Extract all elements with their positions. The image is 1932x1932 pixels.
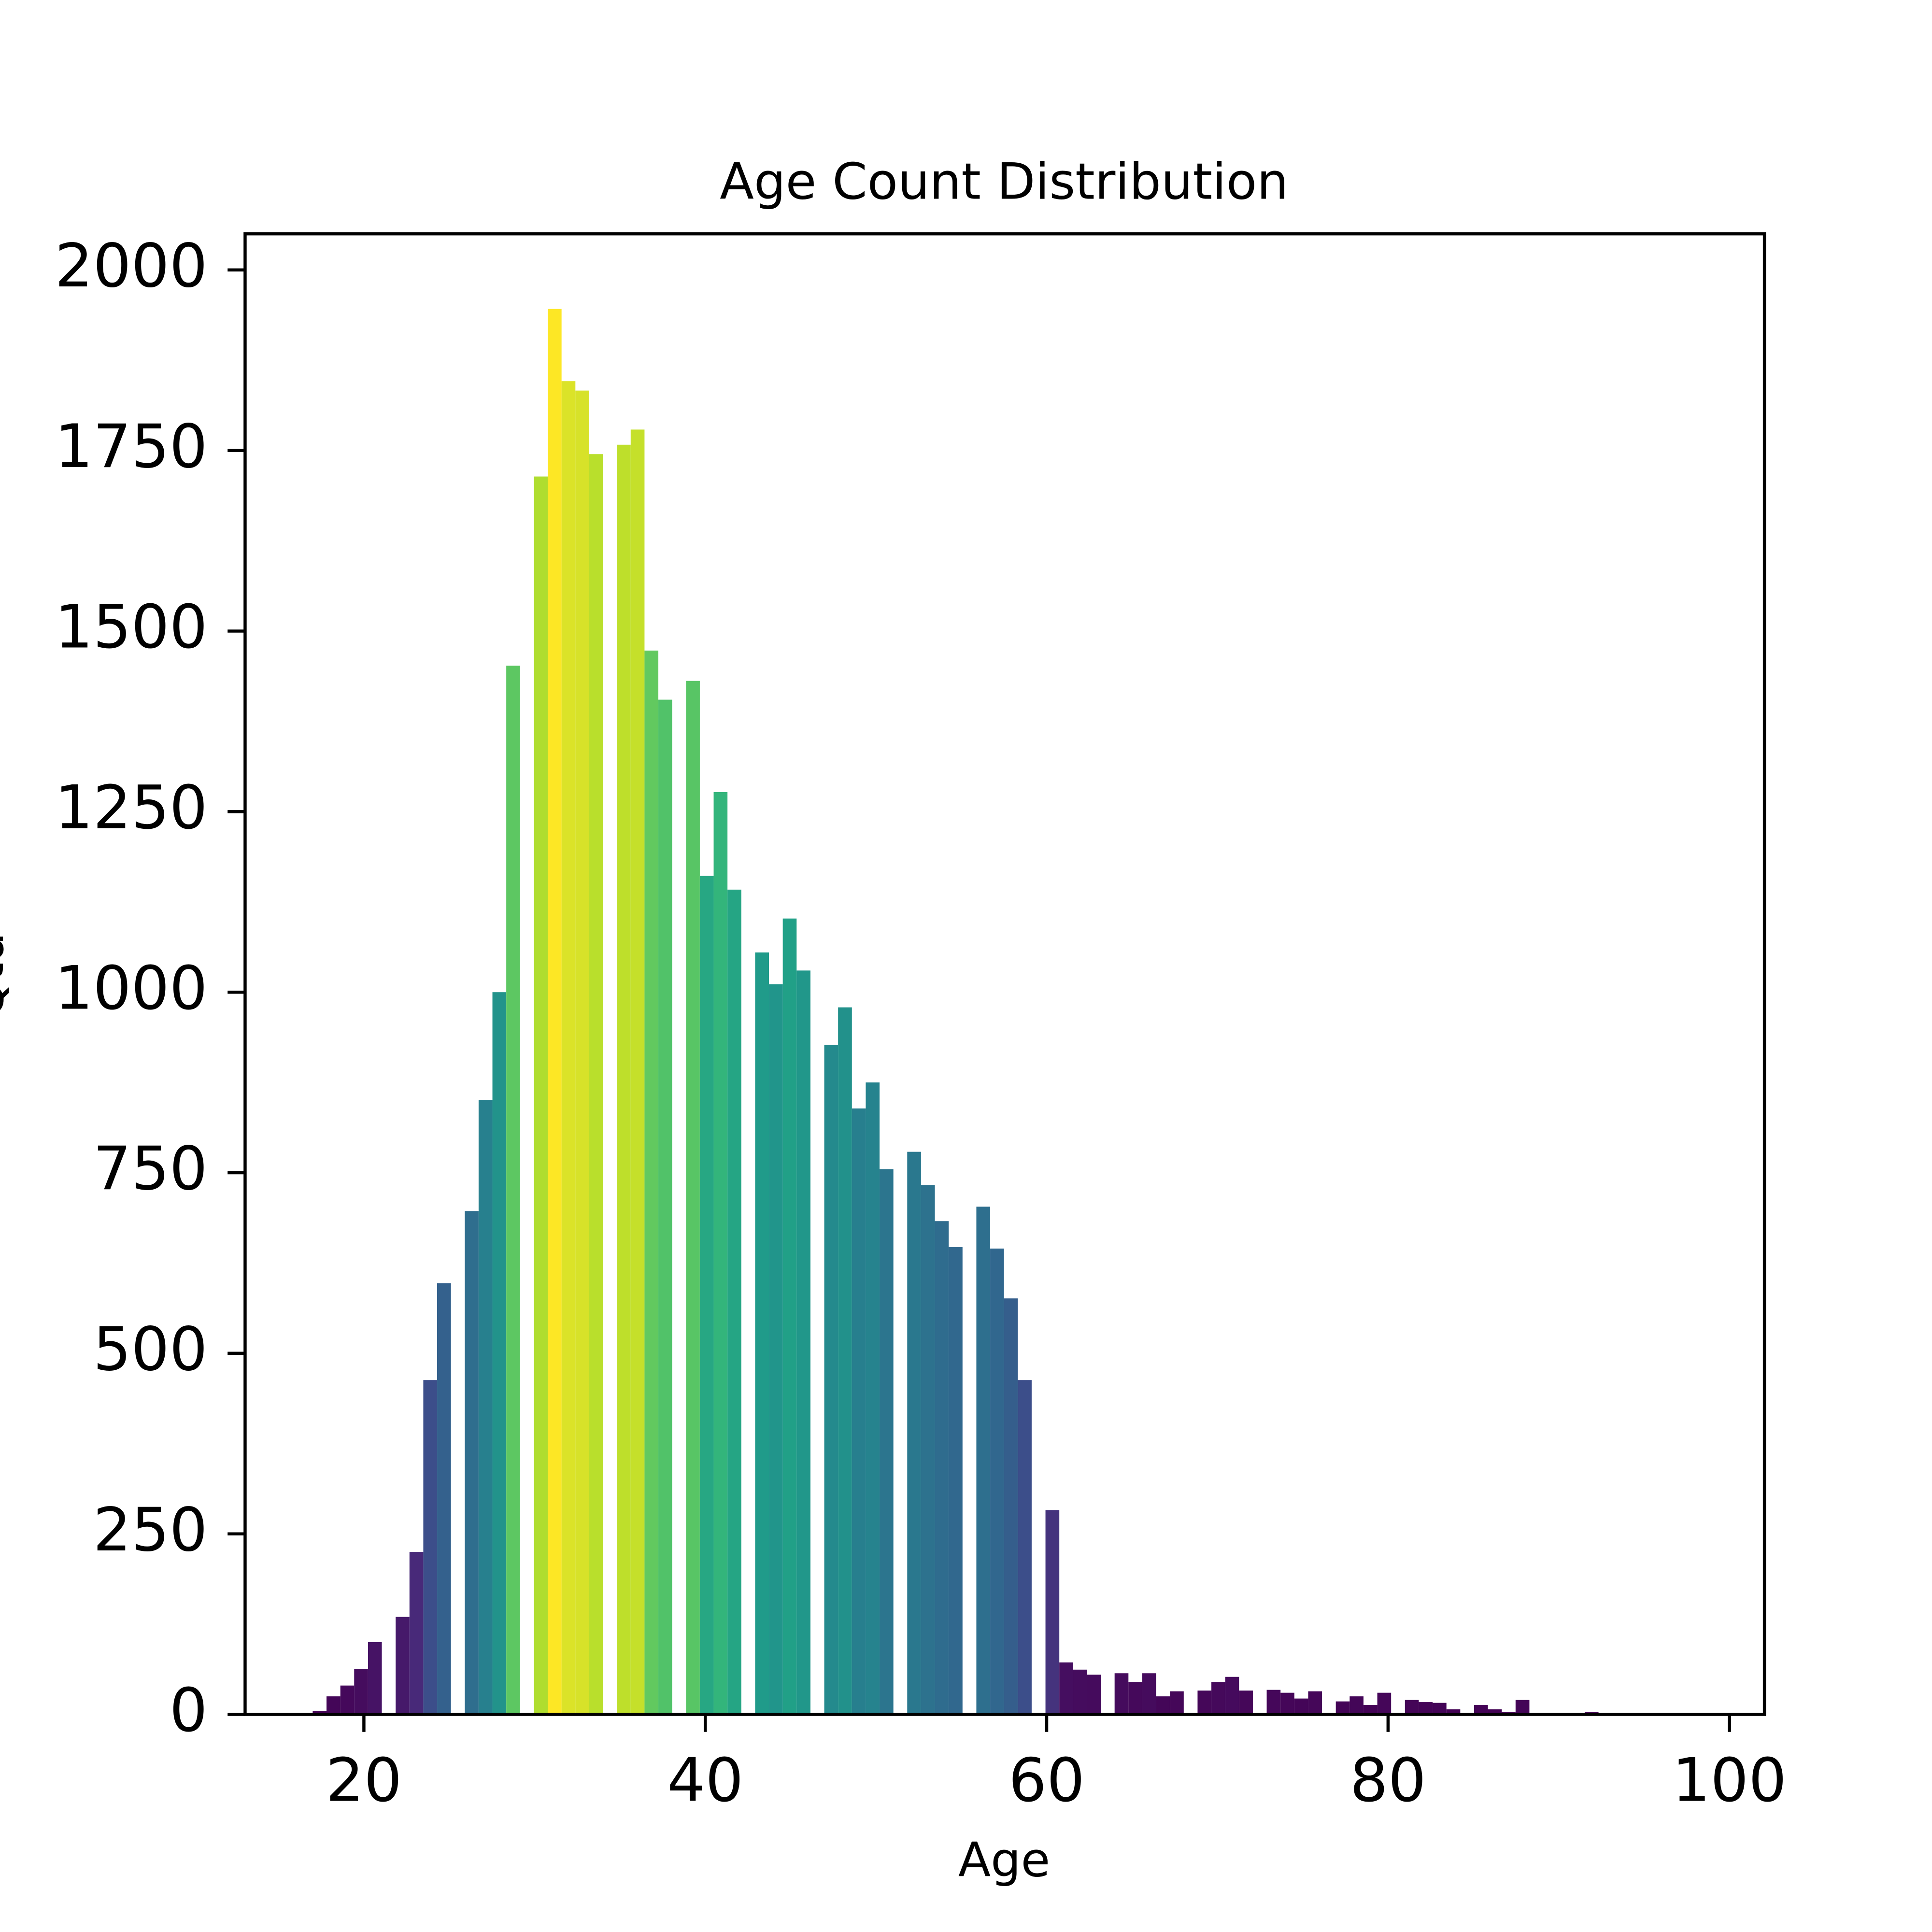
bar bbox=[769, 984, 783, 1715]
bar bbox=[1335, 1701, 1350, 1715]
bar bbox=[368, 1642, 382, 1715]
bar bbox=[327, 1696, 341, 1715]
bar bbox=[1363, 1705, 1378, 1715]
bar bbox=[1045, 1510, 1060, 1715]
bar bbox=[1294, 1698, 1308, 1715]
bar bbox=[1225, 1676, 1239, 1715]
bar bbox=[852, 1108, 866, 1715]
bar bbox=[1377, 1692, 1392, 1715]
bar bbox=[589, 454, 603, 1715]
bar bbox=[396, 1617, 410, 1715]
bar bbox=[548, 309, 562, 1715]
bar bbox=[1018, 1380, 1032, 1715]
bar bbox=[1280, 1692, 1294, 1715]
bar bbox=[492, 992, 507, 1715]
bar bbox=[506, 666, 520, 1715]
bar bbox=[990, 1249, 1004, 1715]
bar bbox=[561, 381, 576, 1715]
bar bbox=[1004, 1298, 1018, 1715]
y-axis-label: Qtd bbox=[0, 932, 14, 1018]
y-tick-label: 1250 bbox=[55, 773, 208, 843]
bar bbox=[1059, 1662, 1073, 1715]
bar bbox=[838, 1007, 852, 1715]
bar bbox=[630, 429, 645, 1715]
bar bbox=[1170, 1691, 1184, 1715]
bar bbox=[1239, 1690, 1253, 1715]
bar bbox=[824, 1045, 838, 1715]
bar bbox=[907, 1151, 921, 1715]
bar bbox=[1197, 1690, 1212, 1715]
bar bbox=[796, 970, 810, 1715]
bar bbox=[686, 681, 700, 1715]
bar bbox=[866, 1082, 880, 1715]
bar bbox=[313, 1711, 327, 1715]
bar bbox=[949, 1247, 963, 1715]
bar bbox=[1087, 1675, 1101, 1715]
y-tick-label: 1750 bbox=[55, 412, 208, 482]
bar bbox=[1211, 1682, 1225, 1715]
bar bbox=[354, 1669, 368, 1715]
bar bbox=[1073, 1669, 1087, 1715]
bar bbox=[644, 650, 659, 1715]
bar bbox=[699, 876, 714, 1715]
bar bbox=[658, 699, 672, 1715]
bar bbox=[1114, 1673, 1129, 1715]
x-tick-label: 40 bbox=[667, 1746, 743, 1816]
y-tick-label: 1000 bbox=[55, 953, 208, 1023]
bar bbox=[1446, 1709, 1461, 1715]
bar bbox=[1128, 1682, 1142, 1715]
bar bbox=[534, 476, 548, 1715]
chart-title: Age Count Distribution bbox=[720, 153, 1289, 211]
bar bbox=[713, 792, 728, 1715]
bar bbox=[880, 1169, 894, 1715]
bar bbox=[1405, 1700, 1419, 1715]
bar bbox=[782, 918, 797, 1715]
bar bbox=[976, 1207, 991, 1715]
y-tick-label: 250 bbox=[93, 1495, 208, 1565]
bar bbox=[1515, 1700, 1530, 1715]
bar bbox=[1488, 1709, 1502, 1715]
x-axis-label: Age bbox=[958, 1833, 1050, 1888]
bar bbox=[1142, 1673, 1156, 1715]
y-tick-label: 0 bbox=[170, 1676, 208, 1746]
bar bbox=[1419, 1702, 1433, 1715]
bar bbox=[1308, 1691, 1322, 1715]
bar bbox=[575, 390, 589, 1715]
y-tick-label: 500 bbox=[93, 1315, 208, 1384]
x-tick-label: 20 bbox=[326, 1746, 402, 1816]
bar bbox=[1474, 1705, 1488, 1715]
bar bbox=[935, 1221, 949, 1715]
bar bbox=[423, 1380, 438, 1715]
bar bbox=[1156, 1696, 1170, 1715]
y-tick-label: 750 bbox=[93, 1134, 208, 1204]
y-tick-label: 2000 bbox=[55, 231, 208, 301]
bar bbox=[921, 1185, 935, 1715]
bar bbox=[1433, 1703, 1447, 1715]
bar bbox=[1350, 1696, 1364, 1715]
bar bbox=[1266, 1690, 1281, 1715]
bar bbox=[478, 1100, 493, 1715]
x-tick-label: 60 bbox=[1009, 1746, 1085, 1816]
bar bbox=[755, 952, 769, 1715]
bar bbox=[617, 444, 631, 1715]
y-tick-label: 1500 bbox=[55, 593, 208, 662]
bar bbox=[409, 1552, 424, 1715]
bar bbox=[727, 889, 741, 1715]
plot-frame bbox=[243, 232, 1766, 1716]
bar bbox=[465, 1211, 479, 1715]
bar bbox=[437, 1283, 451, 1715]
x-tick-label: 100 bbox=[1672, 1746, 1787, 1816]
bar bbox=[340, 1685, 355, 1715]
x-tick-label: 80 bbox=[1350, 1746, 1426, 1816]
